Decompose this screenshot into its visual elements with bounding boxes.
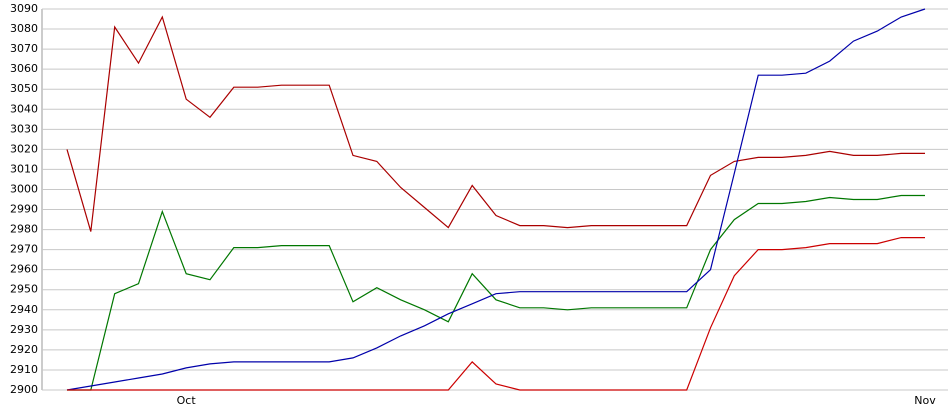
series-line: [67, 237, 925, 391]
series-line: [66, 8, 926, 391]
y-tick-label: 2980: [10, 223, 38, 236]
x-tick-label: Nov: [914, 394, 936, 407]
series-line: [66, 15, 925, 232]
y-tick-label: 2930: [10, 323, 38, 336]
y-tick-label: 3050: [10, 82, 38, 95]
y-tick-label: 3060: [10, 62, 38, 75]
y-tick-label: 2940: [10, 303, 38, 316]
y-tick-label: 3030: [10, 122, 38, 135]
y-tick-label: 3000: [10, 182, 38, 195]
y-tick-label: 3010: [10, 162, 38, 175]
y-tick-label: 2970: [10, 243, 38, 256]
y-tick-label: 2910: [10, 363, 38, 376]
y-tick-label: 2960: [10, 263, 38, 276]
y-tick-label: 3090: [10, 2, 38, 15]
y-tick-label: 3020: [10, 142, 38, 155]
y-tick-label: 2920: [10, 343, 38, 356]
y-tick-label: 2900: [10, 383, 38, 396]
y-tick-label: 3070: [10, 42, 38, 55]
series-line: [67, 194, 925, 391]
y-tick-label: 2950: [10, 283, 38, 296]
y-tick-label: 3080: [10, 22, 38, 35]
y-tick-label: 2990: [10, 203, 38, 216]
x-tick-label: Oct: [177, 394, 197, 407]
y-tick-label: 3040: [10, 102, 38, 115]
